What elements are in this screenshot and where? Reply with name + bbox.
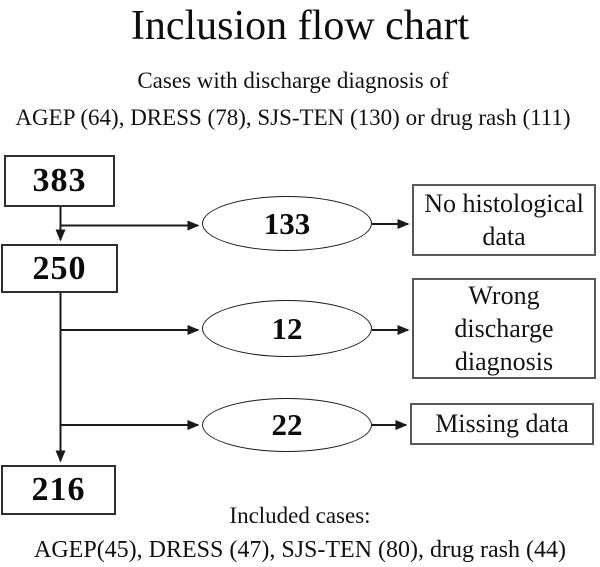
stage-count: 216	[31, 471, 86, 508]
subtitle-line-1: Cases with discharge diagnosis of	[137, 68, 449, 93]
stage-box-250: 250	[1, 244, 118, 293]
exclusion-count: 22	[271, 407, 303, 442]
reason-box-wrong-discharge-diagnosis: Wrong discharge diagnosis	[412, 278, 596, 379]
included-cases-label: Included cases:	[229, 503, 371, 528]
stage-box-216: 216	[1, 465, 116, 515]
reason-box-no-histological-data: No histological data	[412, 184, 596, 256]
exclusion-count: 12	[271, 310, 303, 346]
stage-count: 383	[32, 162, 87, 199]
exclusion-ellipse-12: 12	[202, 300, 372, 357]
reason-box-missing-data: Missing data	[410, 403, 594, 445]
stage-box-383: 383	[4, 155, 115, 207]
included-cases-breakdown: AGEP(45), DRESS (47), SJS-TEN (80), drug…	[34, 537, 566, 563]
stage-count: 250	[32, 249, 87, 287]
exclusion-ellipse-22: 22	[202, 398, 372, 452]
exclusion-count: 133	[263, 205, 311, 241]
page-title: Inclusion flow chart	[130, 3, 470, 49]
subtitle-line-2: AGEP (64), DRESS (78), SJS-TEN (130) or …	[15, 105, 571, 130]
exclusion-ellipse-133: 133	[202, 196, 372, 251]
